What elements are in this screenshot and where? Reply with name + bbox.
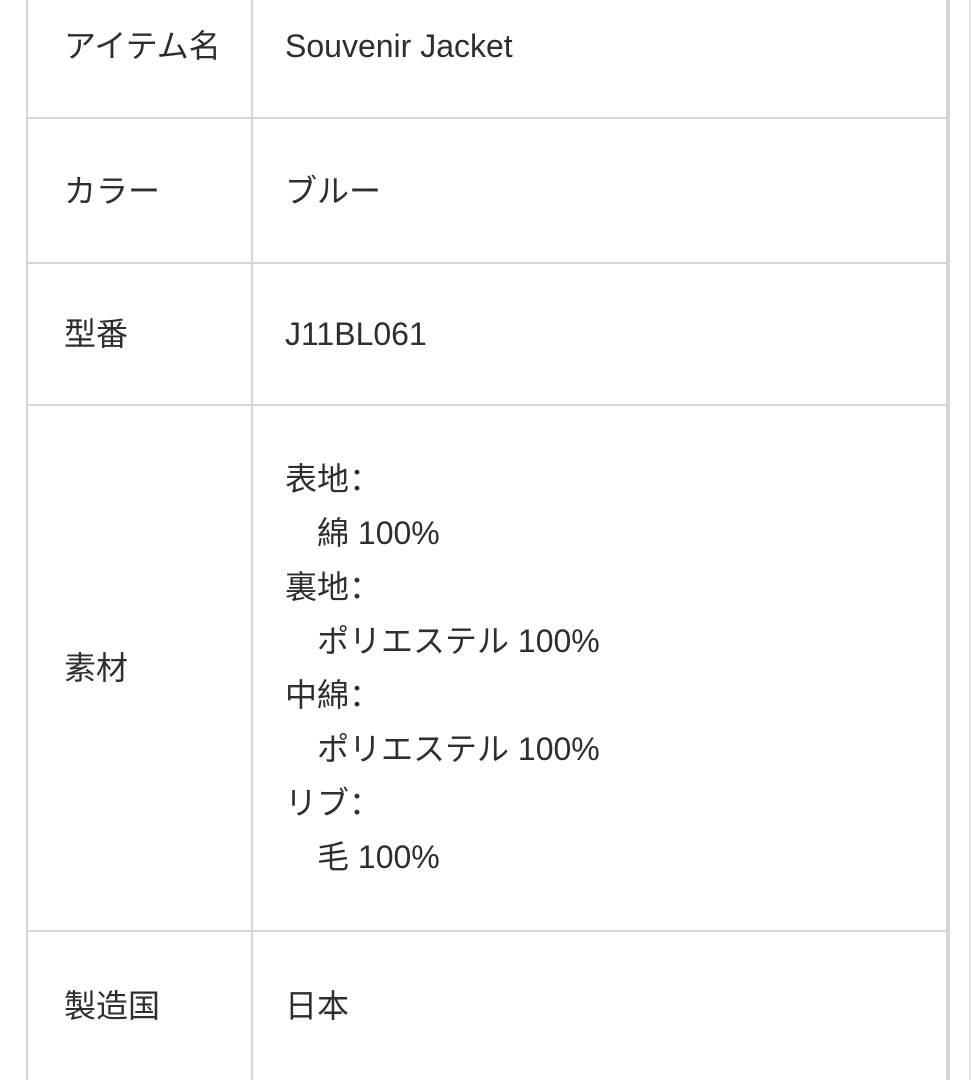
spec-table-container: アイテム名 Souvenir Jacket カラー ブルー 型番 J11BL06… [26, 0, 948, 1080]
material-line-lining: 裏地： [285, 569, 382, 605]
material-line-lining-content: ポリエステル 100% [285, 623, 600, 659]
spec-label-country: 製造国 [26, 930, 253, 1080]
spec-value-country: 日本 [251, 930, 948, 1080]
spec-row-material: 素材 表地： 綿 100% 裏地： ポリエステル 100% 中綿： ポリエステル… [26, 404, 948, 932]
viewport-edge-vertical-rule [969, 0, 971, 1080]
material-line-rib-content: 毛 100% [285, 839, 440, 875]
spec-label-item-name: アイテム名 [26, 0, 253, 119]
spec-label-color: カラー [26, 117, 253, 264]
spec-value-color: ブルー [251, 117, 948, 264]
spec-value-item-name: Souvenir Jacket [251, 0, 948, 119]
spec-row-item-name: アイテム名 Souvenir Jacket [26, 0, 948, 119]
material-line-outer-fabric: 表地： [285, 461, 382, 497]
spec-value-model-number: J11BL061 [251, 262, 948, 406]
spec-row-model-number: 型番 J11BL061 [26, 262, 948, 406]
spec-label-material: 素材 [26, 404, 253, 932]
spec-label-model-number: 型番 [26, 262, 253, 406]
outer-right-vertical-rule [948, 0, 950, 1080]
material-line-rib: リブ： [285, 785, 382, 821]
product-spec-table: アイテム名 Souvenir Jacket カラー ブルー 型番 J11BL06… [26, 0, 948, 1080]
spec-value-material: 表地： 綿 100% 裏地： ポリエステル 100% 中綿： ポリエステル 10… [251, 404, 948, 932]
spec-row-color: カラー ブルー [26, 117, 948, 264]
spec-row-country: 製造国 日本 [26, 930, 948, 1080]
material-line-padding-content: ポリエステル 100% [285, 731, 600, 767]
material-line-padding: 中綿： [285, 677, 382, 713]
material-line-outer-fabric-content: 綿 100% [285, 515, 440, 551]
